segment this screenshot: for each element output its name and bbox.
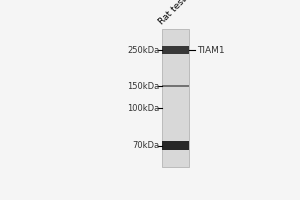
Bar [163,29,189,167]
Text: 100kDa: 100kDa [127,104,160,113]
Bar [163,141,189,150]
Text: 150kDa: 150kDa [127,82,160,91]
Text: 70kDa: 70kDa [132,141,160,150]
Bar [163,46,189,54]
Text: Rat testis: Rat testis [158,0,194,26]
Bar [163,85,189,87]
Text: 250kDa: 250kDa [127,46,160,55]
Text: TIAM1: TIAM1 [197,46,224,55]
